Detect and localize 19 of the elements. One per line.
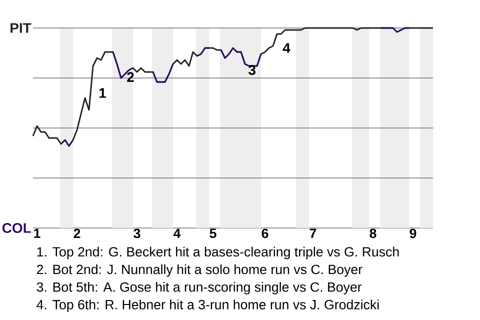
text: PIT (10, 23, 32, 33)
text: 2. Bot 2nd: J. Nunnally hit a solo home run vs C. Boyer (36, 264, 362, 277)
x-tick-label: 1 (34, 228, 40, 238)
annotation: 3 (248, 65, 256, 75)
annotation: 2 (127, 72, 134, 82)
x-tick-label: 9 (410, 228, 416, 238)
x-tick-label: 4 (174, 228, 181, 238)
text: 3. Bot 5th: A. Gose hit a run-scoring single vs C. Boyer (36, 282, 362, 294)
x-tick-label: 2 (74, 228, 80, 238)
annotation: 1 (99, 88, 106, 98)
text: 1. Top 2nd: G. Beckert hit a bases-clearing triple vs G. Rusch (37, 246, 399, 260)
text: 4. Top 6th: R. Hebner hit a 3-run home run vs J. Grodzicki (36, 300, 379, 312)
x-tick-label: 6 (262, 228, 268, 238)
x-tick-label: 3 (134, 228, 140, 238)
x-tick-label: 7 (310, 228, 316, 238)
text: COL (2, 223, 31, 233)
x-tick-label: 5 (210, 228, 216, 238)
annotation: 4 (282, 43, 290, 53)
x-tick-label: 8 (370, 228, 376, 238)
